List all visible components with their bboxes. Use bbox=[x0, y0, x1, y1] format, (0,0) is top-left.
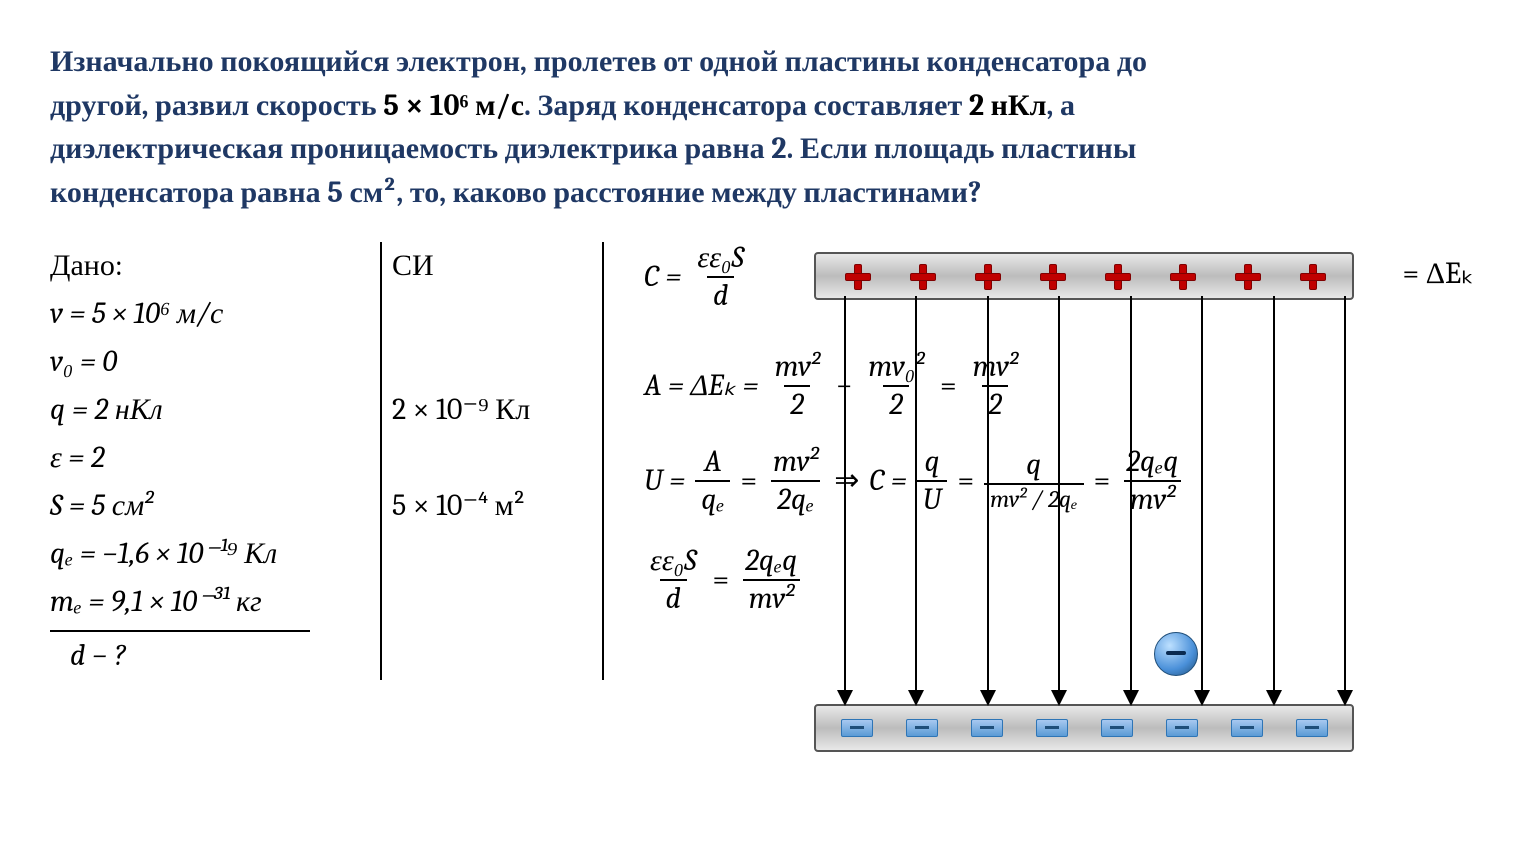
eq3-f2: mv² 2qₑ bbox=[767, 446, 824, 515]
minus-icon bbox=[906, 719, 938, 737]
problem-line2a: другой, развил скорость bbox=[50, 88, 383, 123]
problem-line1: Изначально покоящийся электрон, пролетев… bbox=[50, 44, 1147, 79]
si-header: СИ bbox=[392, 242, 592, 290]
eq3-eq3: = bbox=[1094, 463, 1111, 498]
si-row: 5 × 10⁻⁴ м² bbox=[392, 482, 592, 530]
eq1: C = εε₀S d bbox=[644, 242, 1490, 311]
si-row: 2 × 10⁻⁹ Кл bbox=[392, 386, 592, 434]
given-row: mₑ = 9,1 × 10⁻³¹ кг bbox=[50, 578, 370, 626]
si-row bbox=[392, 578, 592, 626]
eq3-f3-den: U bbox=[917, 480, 948, 516]
problem-line2c: , а bbox=[1047, 88, 1076, 123]
given-find: d − ? bbox=[50, 632, 370, 680]
eq2-f2: mv₀² 2 bbox=[862, 351, 930, 420]
si-row bbox=[392, 338, 592, 386]
eq4-f1-num: εε₀S bbox=[644, 545, 703, 579]
minus-icon bbox=[1166, 719, 1198, 737]
eq3-f3: q U bbox=[917, 446, 948, 515]
problem-speed: 5 × 10⁶ м/с bbox=[383, 88, 524, 123]
eq3-eq2: = bbox=[957, 463, 974, 498]
eq3-mid: C = bbox=[869, 463, 906, 498]
eq3-f1: A qₑ bbox=[695, 446, 730, 515]
eq2-f2-num: mv₀² bbox=[862, 351, 930, 385]
eq3-f1-den: qₑ bbox=[695, 480, 730, 516]
solution-column: C = εε₀S d A = ΔEₖ = mv² 2 − mv₀² 2 = bbox=[604, 242, 1490, 680]
bottom-plate bbox=[814, 704, 1354, 752]
eq3-f3-num: q bbox=[918, 446, 945, 480]
minus-icon bbox=[1101, 719, 1133, 737]
page: Изначально покоящийся электрон, пролетев… bbox=[0, 0, 1540, 864]
eq3-f5-num: 2qₑq bbox=[1120, 446, 1184, 480]
eq4-f1-den: d bbox=[660, 579, 687, 615]
given-column: Дано: v = 5 × 10⁶ м/с v₀ = 0 q = 2 нКл ε… bbox=[50, 242, 382, 680]
given-row: ε = 2 bbox=[50, 434, 370, 482]
eq3-f5-den: mv² bbox=[1124, 480, 1181, 516]
eq4-f1: εε₀S d bbox=[644, 545, 703, 614]
eq4-f2-den: mv² bbox=[743, 579, 800, 615]
problem-statement: Изначально покоящийся электрон, пролетев… bbox=[50, 40, 1490, 214]
si-row bbox=[392, 290, 592, 338]
eq2-f1-num: mv² bbox=[769, 351, 826, 385]
given-header: Дано: bbox=[50, 242, 370, 290]
minus-icon bbox=[1296, 719, 1328, 737]
eq2-f3: mv² 2 bbox=[967, 351, 1024, 420]
eq2-f3-den: 2 bbox=[982, 385, 1008, 421]
eq3-eq1: = bbox=[740, 463, 757, 498]
minus-icon bbox=[1231, 719, 1263, 737]
eq3-lhs: U = bbox=[644, 463, 685, 498]
eq2-f1-den: 2 bbox=[784, 385, 810, 421]
si-row bbox=[392, 530, 592, 578]
eq3-f4-den: mv² / 2qₑ bbox=[984, 483, 1083, 512]
eq1-frac: εε₀S d bbox=[691, 242, 750, 311]
eq4-f2-num: 2qₑq bbox=[739, 545, 803, 579]
eq3-arrow: ⇒ bbox=[834, 463, 859, 498]
eq2-f2-den: 2 bbox=[883, 385, 909, 421]
eq4-f2: 2qₑq mv² bbox=[739, 545, 803, 614]
eq2-f3-num: mv² bbox=[967, 351, 1024, 385]
problem-line3: диэлектрическая проницаемость диэлектрик… bbox=[50, 131, 1136, 166]
eq2-lhs: A = ΔEₖ = bbox=[644, 368, 759, 403]
si-row bbox=[392, 434, 592, 482]
eq2-eq: = bbox=[940, 368, 957, 403]
content-row: Дано: v = 5 × 10⁶ м/с v₀ = 0 q = 2 нКл ε… bbox=[50, 242, 1490, 680]
eq1-frac-num: εε₀S bbox=[691, 242, 750, 276]
given-row: S = 5 см² bbox=[50, 482, 370, 530]
eq2: A = ΔEₖ = mv² 2 − mv₀² 2 = mv² 2 bbox=[644, 351, 1490, 420]
eq3: U = A qₑ = mv² 2qₑ ⇒ C = q U = q bbox=[644, 446, 1490, 515]
given-row: q = 2 нКл bbox=[50, 386, 370, 434]
si-column: СИ 2 × 10⁻⁹ Кл 5 × 10⁻⁴ м² bbox=[382, 242, 604, 680]
problem-line4: конденсатора равна 5 см², то, каково рас… bbox=[50, 175, 981, 210]
minus-icon bbox=[841, 719, 873, 737]
eq3-f4-num: q bbox=[1020, 449, 1047, 483]
minus-icon bbox=[1036, 719, 1068, 737]
eq1-frac-den: d bbox=[707, 276, 734, 312]
minus-icon bbox=[971, 719, 1003, 737]
eq4: εε₀S d = 2qₑq mv² bbox=[644, 545, 1490, 614]
eq4-eq1: = bbox=[713, 562, 730, 597]
given-row: qₑ = −1,6 × 10⁻¹⁹ Кл bbox=[50, 530, 370, 578]
eq3-f2-num: mv² bbox=[767, 446, 824, 480]
given-row: v = 5 × 10⁶ м/с bbox=[50, 290, 370, 338]
problem-line2b: . Заряд конденсатора составляет bbox=[524, 88, 969, 123]
electron-icon bbox=[1154, 632, 1198, 676]
eq1-lhs: C = bbox=[644, 259, 681, 294]
given-row: v₀ = 0 bbox=[50, 338, 370, 386]
eq3-f1-num: A bbox=[698, 446, 727, 480]
eq3-f2-den: 2qₑ bbox=[771, 480, 820, 516]
problem-charge: 2 нКл bbox=[969, 88, 1047, 123]
eq3-f5: 2qₑq mv² bbox=[1120, 446, 1184, 515]
eq3-f4: q mv² / 2qₑ bbox=[984, 449, 1083, 512]
eq2-f1: mv² 2 bbox=[769, 351, 826, 420]
eq2-minus: − bbox=[836, 368, 853, 403]
